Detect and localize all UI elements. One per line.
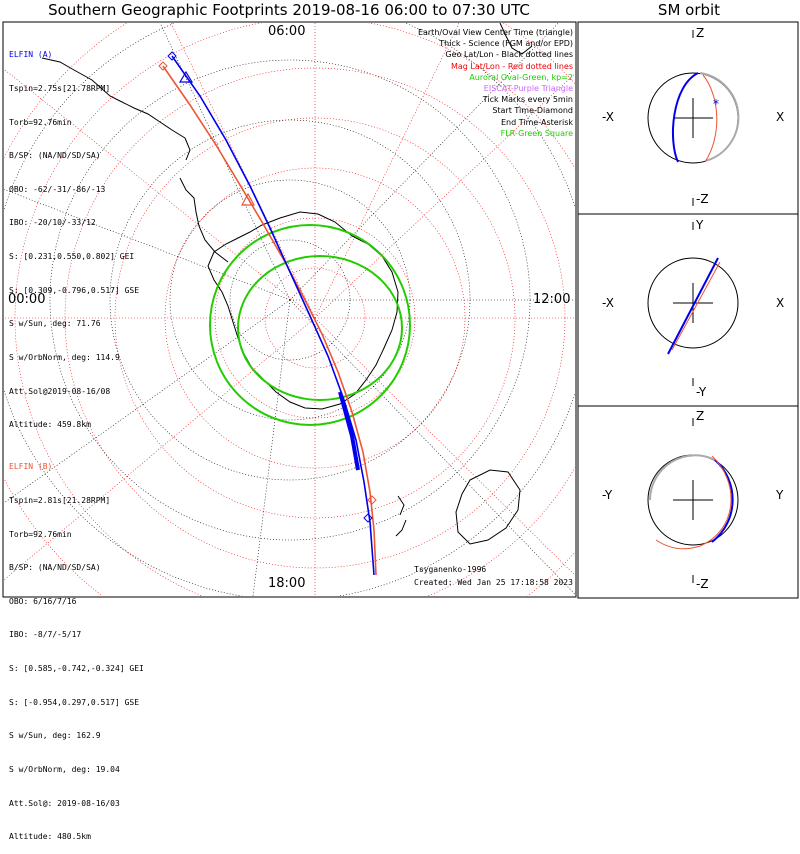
sm3-top-label: Z [696,409,705,423]
polar-map-frame [2,21,577,598]
elfin-b-line: S w/Sun, deg: 162.9 [9,731,101,741]
sm2-bottom-label: -Y [696,385,707,399]
elfin-b-name: ELFIN (B) [9,462,53,472]
sm-panel-3 [647,418,739,583]
elfin-a-line: S: [0.231,0.550,0.802] GEI [9,252,135,262]
elfin-b-line: Torb=92.76min [9,529,72,539]
sm-panel-frame-3 [577,405,799,599]
elfin-a-view-center-triangle [178,70,194,83]
antarctica-coastline [207,211,399,410]
sm1-right-label: X [776,110,785,124]
peninsula-coastline [179,177,229,263]
elfin-a-line: IBO: -20/10/-33/12 [9,218,96,228]
elfin-b-line: Altitude: 480.5km [9,832,91,842]
legend-entry: Start Time-Diamond [492,106,573,116]
legend-entry: EISCAT-Purple Triangle [483,84,573,93]
sm-orbit-title: SM orbit [657,1,721,19]
footer-created: Created: Wed Jan 25 17:18:58 2023 [414,578,573,587]
elfin-b-diamond-lower [367,495,377,505]
legend-entry: FLR-Green Square [500,128,573,138]
clock-label-bottom: 18:00 [268,576,306,591]
elfin-a-line: Att.Sol@2019-08-16/08 [9,386,111,396]
elfin-a-start-diamond [167,51,177,61]
elfin-b-line: S: [0.585,-0.742,-0.324] GEI [9,664,144,674]
south-america-coastline [41,57,191,161]
elfin-b-line: S: [-0.954,0.297,0.517] GSE [9,697,140,707]
auroral-oval-inner [237,255,403,401]
elfin-b-line: IBO: -8/7/-5/17 [9,630,82,640]
elfin-a-line: B/SP: (NA/ND/SD/SA) [9,151,101,161]
sm2-right-label: X [776,296,785,310]
legend-entry: Mag Lat/Lon - Red dotted lines [450,61,573,71]
elfin-a-diamond-lower [363,513,373,523]
sm3-right-label: Y [776,488,784,502]
legend-entry: Tick Marks every 5min [482,95,573,105]
elfin-a-line: S: [0.309,-0.796,0.517] GSE [9,285,140,295]
sm2-top-label: Y [696,218,704,232]
elfin-b-line: S w/OrbNorm, deg: 19.04 [9,764,120,774]
sm3-left-label: -Y [602,488,613,502]
sm-panel-frame-2 [577,213,799,407]
clock-label-right: 12:00 [533,292,571,307]
elfin-a-science-segment [338,391,360,471]
elfin-a-line: S w/Sun, deg: 71.76 [9,319,101,329]
elfin-a-track [171,55,375,576]
elfin-a-name: ELFIN (A) [9,50,53,60]
sm1-left-label: -X [602,110,614,124]
elfin-b-line: Tspin=2.81s[21.28RPM] [9,496,111,506]
polar-map [4,23,575,596]
elfin-a-line: Tspin=2.75s[21.78RPM] [9,84,111,94]
legend-entry: Auroral Oval-Green, kp=2 [469,72,573,82]
legend-entry: End Time-Asterisk [500,117,573,127]
mag-lon-lines [4,23,575,596]
clock-label-left: 00:00 [8,292,46,307]
elfin-b-info: ELFIN (B) Tspin=2.81s[21.28RPM] Torb=92.… [9,439,144,854]
map-legend: Earth/Oval View Center Time (triangle) T… [360,27,573,147]
svg-text:*: * [713,97,719,111]
australia-coastline [455,469,521,545]
africa-coastline [499,23,533,55]
legend-entry: Thick - Science (FGM and/or EPD) [439,39,573,49]
sm-panel-1: * [647,30,740,206]
footprint-figure: * [2,21,799,599]
figure-title: Southern Geographic Footprints 2019-08-1… [48,1,530,19]
sm-panel-2 [647,222,739,386]
elfin-a-info: ELFIN (A) Tspin=2.75s[21.78RPM] Torb=92.… [9,27,139,442]
elfin-b-track [162,65,377,576]
sm2-left-label: -X [602,296,614,310]
elfin-b-view-center-triangle [240,192,256,206]
elfin-a-line: Torb=92.76min [9,117,72,127]
elfin-b-line: B/SP: (NA/ND/SD/SA) [9,563,101,573]
legend-entry: Geo Lat/Lon - Black dotted lines [445,50,573,60]
sm3-bottom-label: -Z [696,577,709,591]
elfin-b-start-diamond [158,61,168,71]
legend-entry: Earth/Oval View Center Time (triangle) [417,28,573,37]
elfin-b-line: OBO: 6/16/7/16 [9,596,77,606]
clock-label-top: 06:00 [268,24,306,39]
elfin-b-line: Att.Sol@: 2019-08-16/03 [9,798,120,808]
new-zealand-coastline [395,495,407,537]
auroral-oval-outer [209,224,411,426]
elfin-a-line: Altitude: 459.8km [9,420,91,430]
footer-author: Tsyganenko-1996 [414,565,487,574]
elfin-a-line: OBO: -62/-31/-86/-13 [9,184,106,194]
elfin-a-line: S w/OrbNorm, deg: 114.9 [9,352,120,362]
sm1-top-label: Z [696,26,705,40]
sm1-bottom-label: -Z [696,192,709,206]
